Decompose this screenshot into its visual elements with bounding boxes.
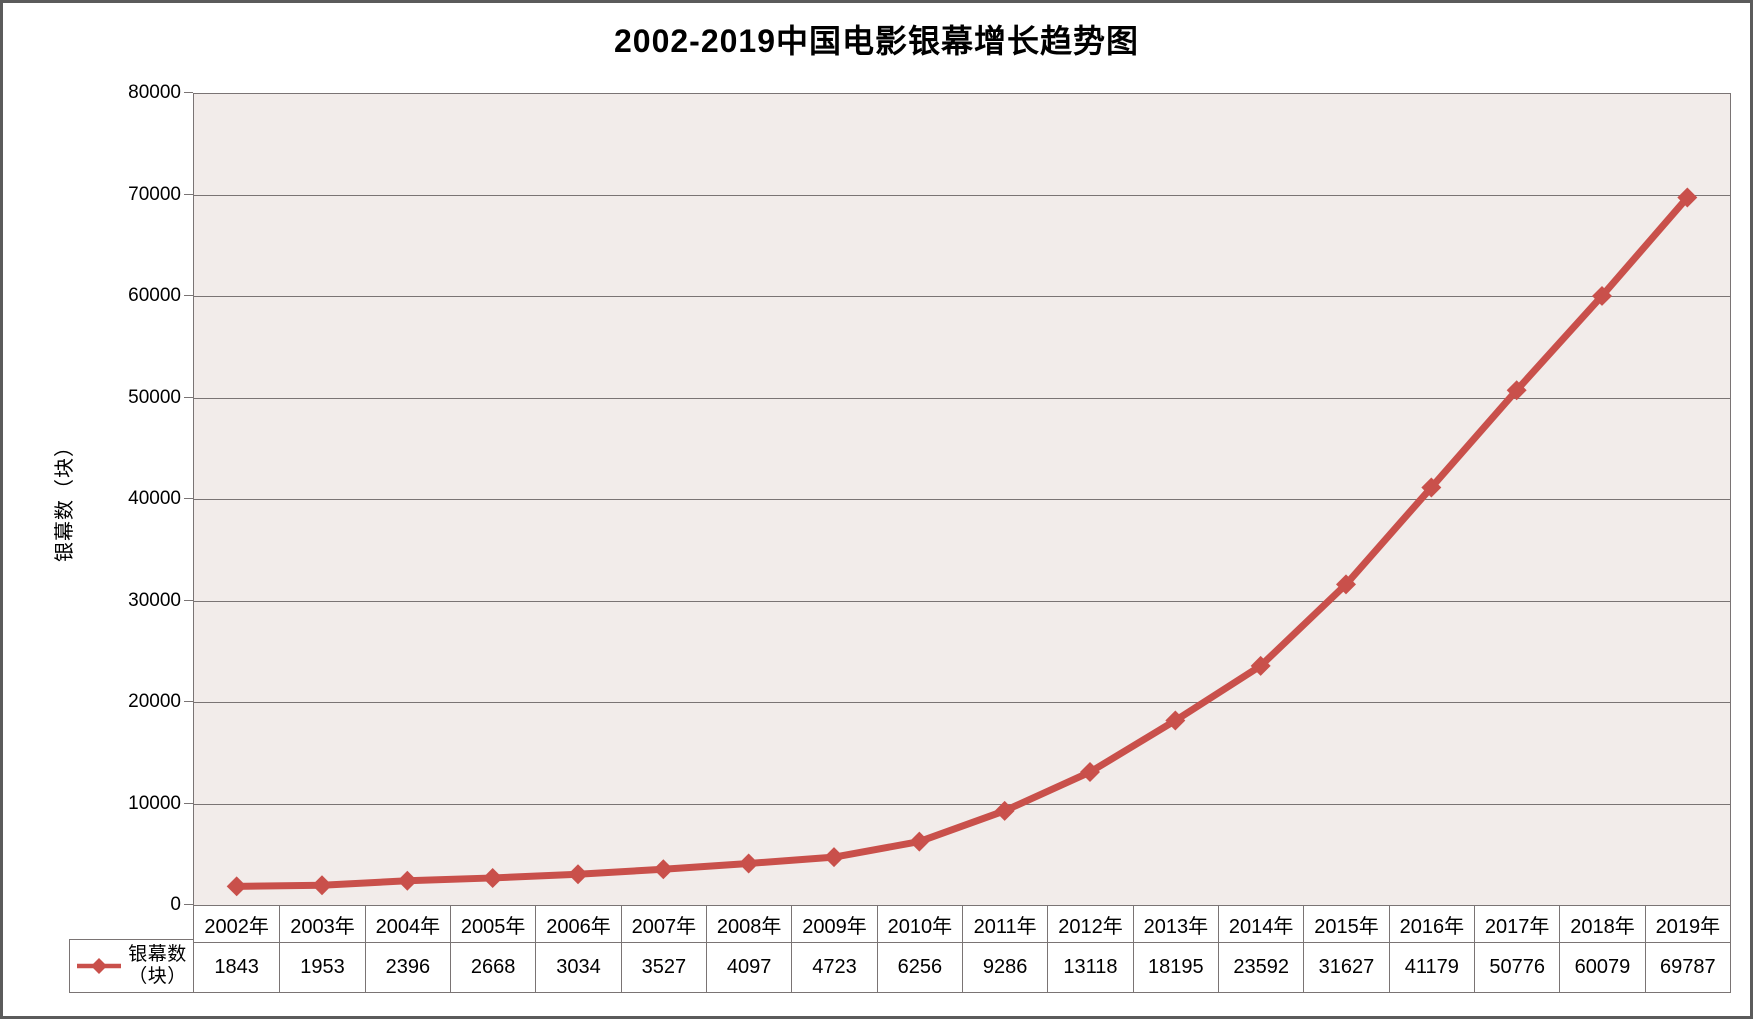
x-category-cell: 2015年 <box>1303 906 1388 942</box>
data-point-marker <box>226 876 247 897</box>
value-cell: 4097 <box>706 942 792 992</box>
y-tick-mark <box>184 295 193 296</box>
data-point-marker <box>397 870 418 891</box>
gridline <box>194 600 1730 602</box>
data-point-marker <box>1080 762 1100 783</box>
x-category-cell: 2019年 <box>1644 906 1730 942</box>
y-tick-mark <box>184 396 193 398</box>
y-tick-mark <box>184 904 193 905</box>
data-table: 2002年 2003年 2004年 2005年 2006年 2007年 2008年 2009年… <box>193 905 1731 993</box>
x-category-cell: 2014年 <box>1218 906 1303 942</box>
y-tick-label: 40000 <box>128 488 181 509</box>
x-category-cell: 2007年 <box>620 906 706 942</box>
data-point-marker <box>653 859 674 880</box>
y-tick-label: 10000 <box>128 792 181 814</box>
x-category-cell: 2010年 <box>876 906 962 942</box>
y-axis-title: 银幕数（块） <box>54 436 76 562</box>
data-point-marker <box>568 864 588 885</box>
y-tick-label: 80000 <box>128 82 181 103</box>
value-cell: 1953 <box>279 942 365 992</box>
data-point-marker <box>1336 574 1356 595</box>
value-cell: 6256 <box>876 942 962 992</box>
value-cell: 60079 <box>1559 942 1645 992</box>
gridline <box>194 194 1730 196</box>
gridline <box>194 702 1730 703</box>
value-cell: 3034 <box>535 942 621 992</box>
value-cell: 18195 <box>1132 942 1218 992</box>
data-point-marker <box>738 853 759 874</box>
value-cell: 4723 <box>791 942 877 992</box>
x-category-cell: 2017年 <box>1474 906 1559 942</box>
x-category-cell: 2016年 <box>1388 906 1474 942</box>
value-cell: 2668 <box>450 942 536 992</box>
data-point-marker <box>482 867 503 888</box>
value-cell: 69787 <box>1644 942 1730 992</box>
legend-label-line2: （块） <box>128 966 187 987</box>
x-category-cell: 2018年 <box>1559 906 1644 942</box>
y-tick-label: 30000 <box>128 589 181 611</box>
gridline <box>194 296 1730 297</box>
chart-title: 2002-2019中国电影银幕增长趋势图 <box>613 23 1140 59</box>
x-category-cell: 2003年 <box>279 906 364 942</box>
x-category-cell: 2012年 <box>1047 906 1132 942</box>
y-tick-label: 0 <box>170 894 181 915</box>
x-category-cell: 2013年 <box>1132 906 1218 942</box>
gridline <box>194 803 1730 805</box>
value-cell: 1843 <box>194 942 280 992</box>
data-point-marker <box>909 831 930 852</box>
legend-line-marker-icon <box>77 958 121 974</box>
y-tick-mark <box>184 599 193 601</box>
value-cell: 23592 <box>1218 942 1304 992</box>
value-cell: 9286 <box>962 942 1048 992</box>
x-category-cell: 2005年 <box>450 906 535 942</box>
y-tick-mark <box>184 193 193 195</box>
value-cell: 2396 <box>364 942 450 992</box>
value-cell: 41179 <box>1388 942 1474 992</box>
y-tick-label: 20000 <box>128 691 181 712</box>
y-tick-mark <box>184 802 193 804</box>
data-point-marker <box>312 875 332 896</box>
x-category-cell: 2011年 <box>962 906 1047 942</box>
legend-label-line1: 银幕数 <box>128 944 187 965</box>
series-line <box>233 194 1691 890</box>
value-cell: 50776 <box>1474 942 1560 992</box>
plot-area <box>193 93 1731 905</box>
y-tick-label: 70000 <box>128 183 181 205</box>
data-point-marker <box>994 800 1015 821</box>
gridline <box>194 397 1730 399</box>
x-category-cell: 2008年 <box>706 906 791 942</box>
legend-series-label: 银幕数 （块） <box>122 944 193 988</box>
y-tick-label: 60000 <box>128 285 181 306</box>
value-cell: 31627 <box>1303 942 1389 992</box>
y-tick-label: 50000 <box>128 386 181 408</box>
x-category-cell: 2006年 <box>535 906 620 942</box>
x-category-cell: 2004年 <box>364 906 450 942</box>
line-series <box>226 187 1698 897</box>
value-cell: 3527 <box>620 942 706 992</box>
y-tick-mark <box>184 498 193 499</box>
data-point-marker <box>824 847 844 868</box>
x-category-cell: 2002年 <box>204 915 269 938</box>
y-tick-mark <box>184 92 193 93</box>
value-cell: 13118 <box>1047 942 1133 992</box>
y-tick-mark <box>184 701 193 702</box>
gridline <box>194 499 1730 500</box>
x-category-cell: 2009年 <box>791 906 876 942</box>
legend: 银幕数 （块） <box>69 939 194 993</box>
